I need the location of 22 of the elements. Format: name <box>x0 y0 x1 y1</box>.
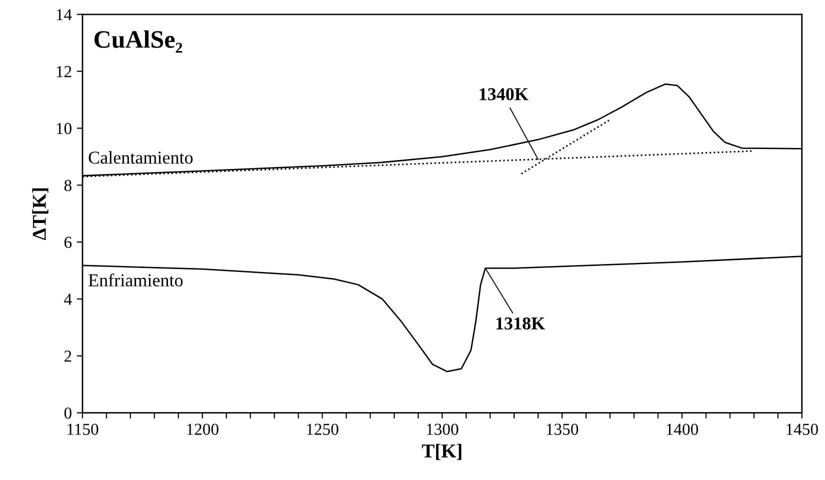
x-axis-title: T[K] <box>422 444 462 460</box>
x-tick-label: 1300 <box>427 424 458 435</box>
y-tick-label: 10 <box>56 122 72 134</box>
x-tick-label: 1150 <box>68 424 98 435</box>
annotation: 1340K <box>480 88 528 100</box>
text: CuAlSe₂ <box>94 30 182 53</box>
y-tick-label: 2 <box>64 350 72 362</box>
annotation: 1318K <box>496 317 546 330</box>
y-tick-label: 12 <box>56 66 72 78</box>
y-tick-label: 8 <box>64 180 72 192</box>
x-tick-label: 1250 <box>307 424 338 435</box>
series-label: Calentamiento <box>88 151 193 164</box>
y-axis-title: ΔT[K] <box>32 188 48 240</box>
series-label: Enfriamiento <box>88 274 183 286</box>
y-tick-label: 6 <box>64 236 72 248</box>
x-tick-label: 1450 <box>786 424 818 435</box>
y-tick-label: 14 <box>56 9 72 20</box>
y-tick-label: 4 <box>64 294 72 305</box>
x-tick-label: 1350 <box>546 424 578 435</box>
x-tick-label: 1200 <box>187 424 218 435</box>
x-tick-label: 1400 <box>666 424 698 435</box>
y-tick-label: 0 <box>64 408 72 419</box>
